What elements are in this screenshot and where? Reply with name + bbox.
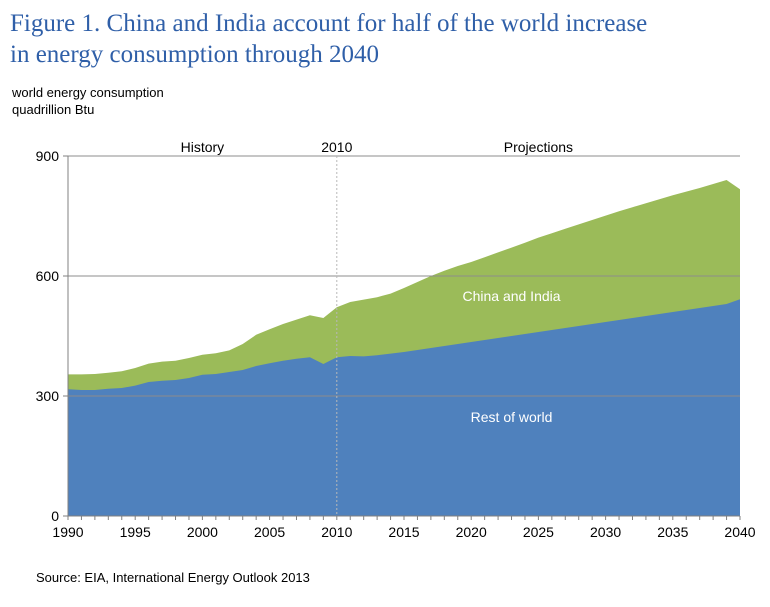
y-tick-label: 900 [36, 148, 60, 164]
x-tick-label: 2015 [388, 524, 419, 540]
series-area-rest-of-world [68, 299, 740, 516]
chart-title-line-2: in energy consumption through 2040 [10, 41, 379, 68]
units-line-2: quadrillion Btu [12, 102, 95, 117]
x-tick-label: 2000 [187, 524, 218, 540]
x-tick-label: 1990 [52, 524, 83, 540]
x-tick-label: 1995 [120, 524, 151, 540]
series-label-rest-of-world: Rest of world [471, 409, 553, 425]
annotation-label: Projections [504, 139, 573, 155]
units-line-1: world energy consumption [12, 85, 164, 100]
x-tick-label: 2005 [254, 524, 285, 540]
x-tick-label: 2030 [590, 524, 621, 540]
x-tick-label: 2035 [657, 524, 688, 540]
x-tick-label: 2025 [523, 524, 554, 540]
y-tick-label: 300 [36, 388, 60, 404]
x-tick-label: 2010 [321, 524, 352, 540]
y-tick-label: 0 [51, 508, 59, 524]
source-note: Source: EIA, International Energy Outloo… [36, 570, 310, 585]
annotation-label: History [181, 139, 225, 155]
series-label-china-and-india: China and India [462, 288, 560, 304]
y-tick-label: 600 [36, 268, 60, 284]
annotation-label: 2010 [321, 139, 352, 155]
chart-title: Figure 1. China and India account for ha… [10, 8, 760, 70]
y-axis-unit-label: world energy consumption quadrillion Btu [12, 84, 164, 118]
x-tick-label: 2040 [724, 524, 755, 540]
chart-title-line-1: Figure 1. China and India account for ha… [10, 10, 648, 37]
x-tick-label: 2020 [456, 524, 487, 540]
